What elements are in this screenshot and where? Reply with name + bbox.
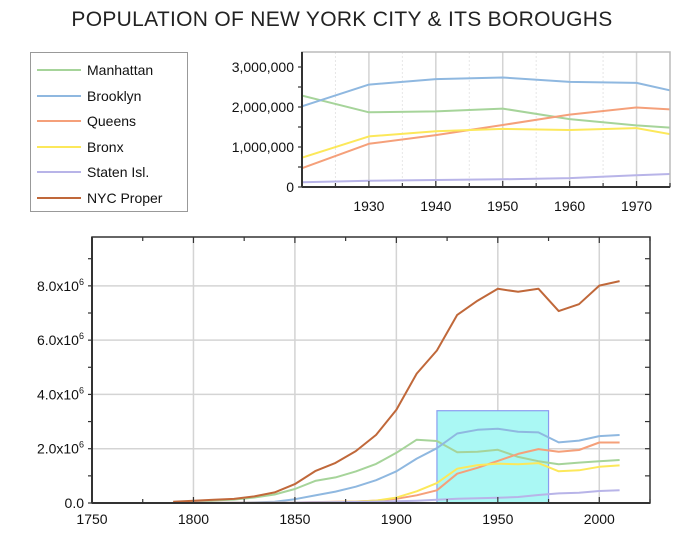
y-tick-label: 0.0	[65, 495, 85, 511]
legend-label: Staten Isl.	[87, 164, 150, 180]
y-tick-label: 1,000,000	[232, 139, 294, 155]
legend-label: Brooklyn	[87, 87, 142, 104]
legend: Manhattan Brooklyn Queens Bronx Staten Isl. N…	[30, 52, 188, 212]
x-tick-label: 2000	[584, 511, 615, 527]
inset-frame	[301, 51, 671, 188]
inset-plot: 1930 1940 1950 1960 1970 0 1,000,000 2,000,000 3…	[232, 51, 671, 214]
x-tick-label: 1960	[554, 198, 585, 214]
y-tick-label: 8.0x106	[37, 277, 84, 294]
x-tick-label: 1900	[381, 511, 412, 527]
legend-swatch	[37, 196, 81, 199]
y-tick-exponent: 6	[79, 385, 84, 395]
main-plot: 1750 1800 1850 1900 1950 2000 0.0 2.0x106 4.0x10…	[37, 236, 651, 527]
chart-title: POPULATION OF NEW YORK CITY & ITS BOROUG…	[71, 8, 613, 31]
legend-item: Queens	[37, 108, 136, 134]
x-tick-label: 1950	[482, 511, 513, 527]
series-line-nyc-proper	[173, 280, 620, 503]
y-tick-label: 0	[286, 179, 294, 195]
inset-series-group	[302, 76, 670, 184]
y-tick-exponent: 6	[79, 440, 84, 450]
legend-swatch	[37, 94, 81, 97]
legend-label: NYC Proper	[87, 189, 163, 206]
legend-item: Brooklyn	[37, 83, 141, 109]
series-line-queens	[302, 106, 670, 170]
x-tick-label: 1970	[621, 198, 652, 214]
legend-item: Manhattan	[37, 57, 153, 83]
y-tick-exponent: 6	[79, 331, 84, 341]
series-line-staten-isl-	[302, 173, 670, 184]
y-tick-label: 2,000,000	[232, 99, 294, 115]
y-tick-exponent: 6	[79, 277, 84, 287]
series-line-manhattan	[302, 94, 670, 129]
legend-swatch	[37, 145, 81, 148]
x-tick-label: 1950	[487, 198, 518, 214]
x-tick-label: 1850	[279, 511, 310, 527]
legend-label: Bronx	[87, 138, 124, 155]
zoom-region-highlight	[436, 410, 550, 504]
series-line-bronx	[302, 127, 670, 159]
y-tick-label: 3,000,000	[232, 59, 294, 75]
y-tick-label: 2.0x106	[37, 440, 84, 457]
y-tick-label: 4.0x106	[37, 385, 84, 402]
series-line-brooklyn	[302, 76, 670, 108]
x-tick-label: 1940	[420, 198, 451, 214]
legend-swatch	[37, 69, 81, 71]
legend-swatch	[37, 120, 81, 122]
legend-label: Queens	[87, 113, 137, 129]
x-tick-label: 1750	[76, 511, 107, 527]
legend-item: Staten Isl.	[37, 159, 149, 185]
y-tick-label: 6.0x106	[37, 331, 84, 348]
x-tick-label: 1930	[353, 198, 384, 214]
legend-item: Bronx	[37, 134, 124, 160]
legend-label: Manhattan	[87, 62, 154, 78]
x-tick-label: 1800	[178, 511, 209, 527]
legend-item: NYC Proper	[37, 185, 162, 211]
legend-swatch	[37, 171, 81, 173]
